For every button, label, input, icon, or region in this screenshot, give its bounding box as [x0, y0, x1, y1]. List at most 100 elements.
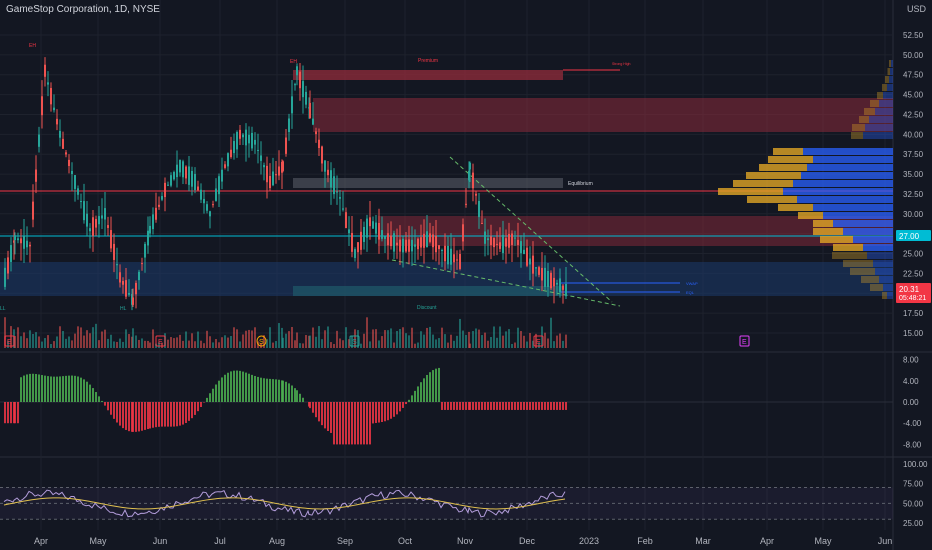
oscillator-bar — [147, 402, 149, 430]
oscillator-bar — [101, 400, 103, 402]
volume-bar — [242, 334, 244, 348]
equilibrium-zone — [293, 178, 563, 188]
candle-body — [275, 174, 277, 176]
oscillator-bar — [535, 402, 537, 410]
volume-profile-up-bar — [823, 212, 893, 219]
symbol-title[interactable]: GameStop Corporation, 1D, NYSE — [6, 4, 160, 15]
volume-bar — [20, 336, 22, 348]
volume-profile-down-bar — [870, 100, 879, 107]
price-axis-label: 15.00 — [903, 329, 924, 338]
candle-body — [475, 193, 477, 196]
volume-profile-down-bar — [768, 156, 813, 163]
oscillator-bar — [565, 402, 567, 410]
osc-axis-label: 4.00 — [903, 377, 919, 386]
candle-body — [444, 245, 446, 262]
oscillator-bar — [50, 376, 52, 402]
oscillator-bar — [296, 390, 298, 402]
osc-axis-label: -8.00 — [903, 440, 922, 449]
oscillator-bar — [263, 378, 265, 402]
oscillator-bar — [242, 371, 244, 402]
oscillator-bar — [444, 402, 446, 410]
volume-profile-down-bar — [887, 68, 890, 75]
candle-body — [423, 233, 425, 248]
volume-bar — [254, 327, 256, 348]
candle-body — [83, 201, 85, 221]
oscillator-bar — [170, 402, 172, 427]
oscillator-bar — [89, 384, 91, 402]
candle-body — [351, 232, 353, 252]
candle-body — [230, 149, 232, 158]
volume-bar — [532, 340, 534, 348]
oscillator-bar — [354, 402, 356, 445]
oscillator-bar — [14, 402, 16, 424]
rsi-line — [3, 489, 566, 518]
candle-body — [212, 204, 214, 206]
candle-body — [89, 228, 91, 232]
volume-bar — [275, 341, 277, 348]
oscillator-bar — [505, 402, 507, 410]
oscillator-bar — [182, 402, 184, 425]
volume-bar — [135, 335, 137, 348]
oscillator-bar — [215, 384, 217, 402]
oscillator-bar — [556, 402, 558, 410]
volume-bar — [372, 329, 374, 348]
candle-body — [496, 243, 498, 245]
candle-body — [128, 292, 130, 295]
volume-bar — [294, 340, 296, 348]
candle-body — [312, 118, 314, 125]
oscillator-bar — [239, 370, 241, 402]
volume-bar — [23, 332, 25, 348]
oscillator-bar — [484, 402, 486, 410]
volume-bar — [68, 336, 70, 348]
price-axis-label: 32.50 — [903, 190, 924, 199]
candle-body — [7, 257, 9, 274]
candle-body — [236, 131, 238, 150]
volume-bar — [330, 342, 332, 348]
volume-profile-down-bar — [833, 244, 863, 251]
volume-bar — [493, 326, 495, 348]
volume-bar — [499, 326, 501, 348]
candle-body — [20, 238, 22, 244]
volume-bar — [565, 334, 567, 348]
oscillator-bar — [10, 402, 12, 424]
oscillator-bar — [224, 374, 226, 402]
oscillator-bar — [26, 374, 28, 402]
volume-profile-up-bar — [783, 188, 893, 195]
oscillator-bar — [502, 402, 504, 410]
volume-bar — [559, 333, 561, 348]
candle-body — [305, 91, 307, 105]
oscillator-bar — [357, 402, 359, 445]
oscillator-bar — [529, 402, 531, 410]
oscillator-bar — [508, 402, 510, 410]
candle-body — [502, 234, 504, 254]
volume-bar — [224, 335, 226, 348]
candle-body — [215, 188, 217, 201]
candle-body — [4, 267, 6, 287]
oscillator-bar — [167, 402, 169, 427]
oscillator-bar — [188, 402, 190, 421]
candle-body — [523, 249, 525, 255]
volume-bar — [318, 326, 320, 348]
oscillator-bar — [330, 402, 332, 433]
volume-bar — [378, 340, 380, 348]
candle-body — [408, 239, 410, 252]
oscillator-bar — [221, 377, 223, 402]
candle-body — [469, 162, 471, 170]
volume-bar — [550, 317, 552, 348]
x-axis-label: Mar — [695, 536, 711, 546]
oscillator-bar — [312, 402, 314, 413]
volume-bar — [122, 341, 124, 348]
candle-body — [44, 64, 46, 77]
oscillator-bar — [453, 402, 455, 410]
volume-bar — [71, 340, 73, 348]
volume-bar — [62, 330, 64, 348]
volume-bar — [194, 341, 196, 348]
volume-bar — [523, 335, 525, 348]
volume-bar — [441, 327, 443, 348]
oscillator-bar — [125, 402, 127, 430]
volume-bar — [405, 333, 407, 348]
candle-body — [209, 211, 211, 217]
volume-bar — [200, 340, 202, 348]
